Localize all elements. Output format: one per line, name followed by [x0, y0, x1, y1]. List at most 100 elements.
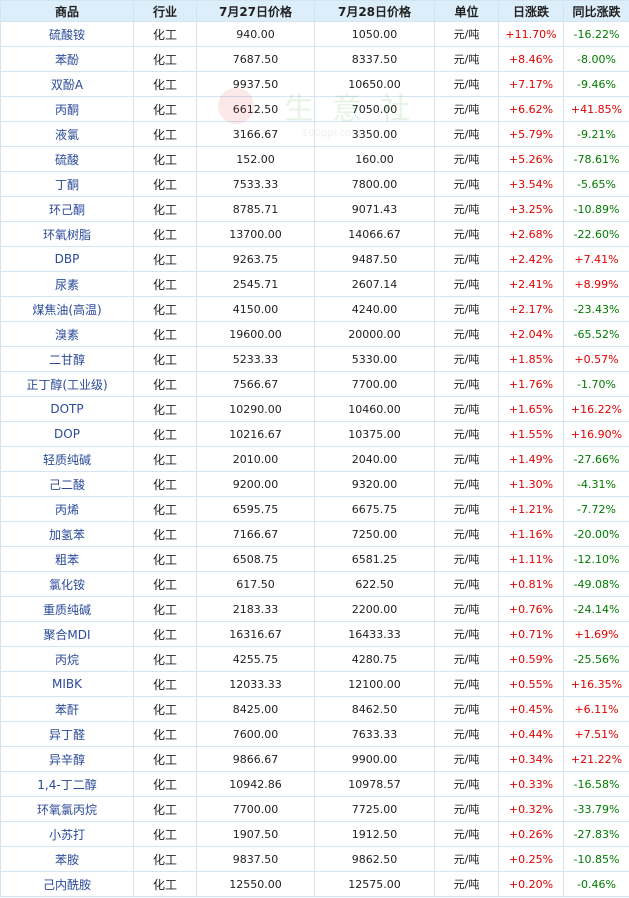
price-jul27-cell: 13700.00 — [196, 221, 315, 247]
yoy-change-cell: -27.66% — [563, 446, 629, 472]
product-name-link[interactable]: 异丁醛 — [0, 721, 134, 747]
daily-change-cell: +2.68% — [498, 221, 564, 247]
product-name-link[interactable]: 丁酮 — [0, 171, 134, 197]
table-row: 己内酰胺 化工 12550.00 12575.00 元/吨 +0.20% -0.46% — [0, 871, 629, 897]
price-jul28-cell: 9487.50 — [314, 246, 435, 272]
daily-change-cell: +1.76% — [498, 371, 564, 397]
product-name-link[interactable]: 轻质纯碱 — [0, 446, 134, 472]
unit-cell: 元/吨 — [434, 796, 499, 822]
product-name-link[interactable]: 粗苯 — [0, 546, 134, 572]
price-jul28-cell: 7800.00 — [314, 171, 435, 197]
price-jul27-cell: 940.00 — [196, 21, 315, 47]
unit-cell: 元/吨 — [434, 196, 499, 222]
product-name-link[interactable]: 异辛醇 — [0, 746, 134, 772]
daily-change-cell: +2.42% — [498, 246, 564, 272]
product-name-link[interactable]: DOTP — [0, 396, 134, 422]
product-name-link[interactable]: 尿素 — [0, 271, 134, 297]
product-name-link[interactable]: 丙烷 — [0, 646, 134, 672]
table-row: 异丁醛 化工 7600.00 7633.33 元/吨 +0.44% +7.51% — [0, 721, 629, 747]
price-jul27-cell: 9200.00 — [196, 471, 315, 497]
yoy-change-cell: +7.41% — [563, 246, 629, 272]
industry-cell: 化工 — [133, 371, 197, 397]
yoy-change-cell: -20.00% — [563, 521, 629, 547]
table-row: 己二酸 化工 9200.00 9320.00 元/吨 +1.30% -4.31% — [0, 471, 629, 497]
table-row: 丙酮 化工 6612.50 7050.00 元/吨 +6.62% +41.85% — [0, 96, 629, 122]
price-jul28-cell: 2200.00 — [314, 596, 435, 622]
header-price-jul27[interactable]: 7月27日价格 — [196, 0, 315, 22]
product-name-link[interactable]: 苯酚 — [0, 46, 134, 72]
product-name-link[interactable]: 己二酸 — [0, 471, 134, 497]
product-name-link[interactable]: 环己酮 — [0, 196, 134, 222]
product-name-link[interactable]: 小苏打 — [0, 821, 134, 847]
price-jul27-cell: 9263.75 — [196, 246, 315, 272]
daily-change-cell: +0.20% — [498, 871, 564, 897]
yoy-change-cell: -24.14% — [563, 596, 629, 622]
yoy-change-cell: +21.22% — [563, 746, 629, 772]
price-jul27-cell: 8785.71 — [196, 196, 315, 222]
header-product[interactable]: 商品 — [0, 0, 134, 22]
price-jul28-cell: 8337.50 — [314, 46, 435, 72]
product-name-link[interactable]: 硫酸 — [0, 146, 134, 172]
yoy-change-cell: -7.72% — [563, 496, 629, 522]
product-name-link[interactable]: 苯酐 — [0, 696, 134, 722]
product-name-link[interactable]: 丙酮 — [0, 96, 134, 122]
product-name-link[interactable]: 正丁醇(工业级) — [0, 371, 134, 397]
product-name-link[interactable]: 重质纯碱 — [0, 596, 134, 622]
daily-change-cell: +0.25% — [498, 846, 564, 872]
product-name-link[interactable]: 煤焦油(高温) — [0, 296, 134, 322]
product-name-link[interactable]: 聚合MDI — [0, 621, 134, 647]
daily-change-cell: +2.17% — [498, 296, 564, 322]
daily-change-cell: +1.49% — [498, 446, 564, 472]
product-name-link[interactable]: 丙烯 — [0, 496, 134, 522]
industry-cell: 化工 — [133, 596, 197, 622]
price-jul28-cell: 12100.00 — [314, 671, 435, 697]
header-industry[interactable]: 行业 — [133, 0, 197, 22]
product-name-link[interactable]: 液氯 — [0, 121, 134, 147]
header-yoy-change[interactable]: 同比涨跌 — [563, 0, 629, 22]
price-jul27-cell: 10216.67 — [196, 421, 315, 447]
daily-change-cell: +2.41% — [498, 271, 564, 297]
price-jul28-cell: 6675.75 — [314, 496, 435, 522]
product-name-link[interactable]: 环氧氯丙烷 — [0, 796, 134, 822]
daily-change-cell: +0.81% — [498, 571, 564, 597]
price-jul28-cell: 4240.00 — [314, 296, 435, 322]
table-row: 苯胺 化工 9837.50 9862.50 元/吨 +0.25% -10.85% — [0, 846, 629, 872]
product-name-link[interactable]: DBP — [0, 246, 134, 272]
product-name-link[interactable]: 苯胺 — [0, 846, 134, 872]
yoy-change-cell: -4.31% — [563, 471, 629, 497]
table-row: 聚合MDI 化工 16316.67 16433.33 元/吨 +0.71% +1.69% — [0, 621, 629, 647]
product-name-link[interactable]: 二甘醇 — [0, 346, 134, 372]
unit-cell: 元/吨 — [434, 521, 499, 547]
product-name-link[interactable]: 加氢苯 — [0, 521, 134, 547]
header-price-jul28[interactable]: 7月28日价格 — [314, 0, 435, 22]
daily-change-cell: +0.44% — [498, 721, 564, 747]
price-jul28-cell: 7250.00 — [314, 521, 435, 547]
industry-cell: 化工 — [133, 846, 197, 872]
price-jul28-cell: 7633.33 — [314, 721, 435, 747]
unit-cell: 元/吨 — [434, 171, 499, 197]
industry-cell: 化工 — [133, 571, 197, 597]
price-jul27-cell: 7600.00 — [196, 721, 315, 747]
product-name-link[interactable]: 1,4-丁二醇 — [0, 771, 134, 797]
industry-cell: 化工 — [133, 721, 197, 747]
product-name-link[interactable]: 环氧树脂 — [0, 221, 134, 247]
product-name-link[interactable]: 硫酸铵 — [0, 21, 134, 47]
header-daily-change[interactable]: 日涨跌 — [498, 0, 564, 22]
table-row: 硫酸铵 化工 940.00 1050.00 元/吨 +11.70% -16.22% — [0, 21, 629, 47]
industry-cell: 化工 — [133, 621, 197, 647]
product-name-link[interactable]: 己内酰胺 — [0, 871, 134, 897]
price-jul27-cell: 2183.33 — [196, 596, 315, 622]
table-row: 重质纯碱 化工 2183.33 2200.00 元/吨 +0.76% -24.14% — [0, 596, 629, 622]
table-row: 液氯 化工 3166.67 3350.00 元/吨 +5.79% -9.21% — [0, 121, 629, 147]
product-name-link[interactable]: 溴素 — [0, 321, 134, 347]
industry-cell: 化工 — [133, 646, 197, 672]
industry-cell: 化工 — [133, 96, 197, 122]
industry-cell: 化工 — [133, 671, 197, 697]
product-name-link[interactable]: MIBK — [0, 671, 134, 697]
product-name-link[interactable]: 双酚A — [0, 71, 134, 97]
product-name-link[interactable]: 氯化铵 — [0, 571, 134, 597]
product-name-link[interactable]: DOP — [0, 421, 134, 447]
table-row: MIBK 化工 12033.33 12100.00 元/吨 +0.55% +16.35% — [0, 671, 629, 697]
header-unit[interactable]: 单位 — [434, 0, 499, 22]
price-jul27-cell: 6612.50 — [196, 96, 315, 122]
